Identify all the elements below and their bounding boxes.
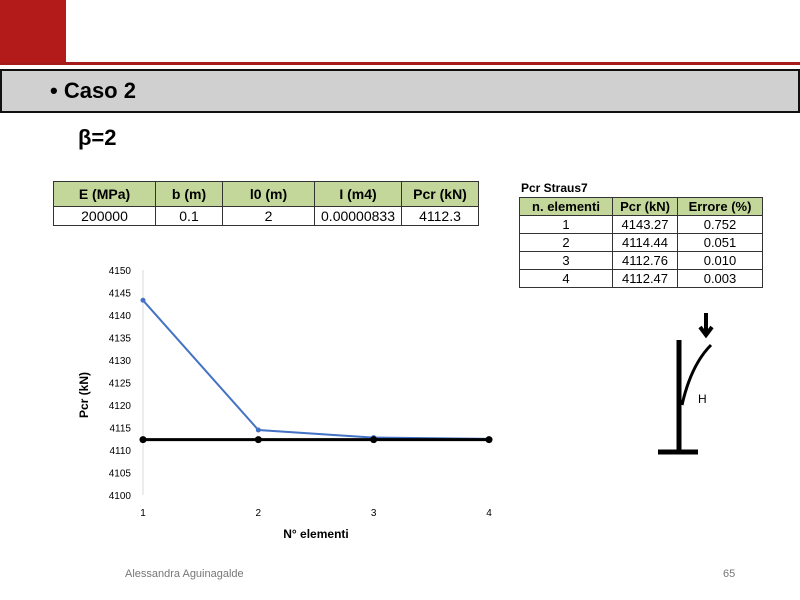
title-text: Caso 2	[63, 78, 136, 103]
col-header: Errore (%)	[677, 197, 763, 216]
data-point	[370, 436, 378, 444]
x-axis-label: N° elementi	[283, 527, 348, 541]
table-row: 3 4112.76 0.010	[519, 251, 763, 270]
line-chart: Pcr (kN) N° elementi 4100410541104115412…	[77, 266, 493, 541]
y-tick-label: 4105	[109, 469, 132, 480]
y-tick-label: 4125	[109, 379, 132, 390]
table-row: 1 4143.27 0.752	[519, 215, 763, 234]
cell: 4143.27	[612, 215, 678, 234]
y-tick-label: 4135	[109, 334, 132, 345]
col-header: l0 (m)	[222, 181, 315, 207]
title-bar: • Caso 2	[0, 69, 800, 113]
header-divider	[0, 62, 800, 65]
col-header: I (m4)	[314, 181, 402, 207]
y-tick-label: 4120	[109, 401, 132, 412]
label-h: H	[698, 392, 707, 406]
subtitle: β=2	[78, 125, 117, 150]
load-arrow-icon	[698, 313, 714, 339]
col-header: n. elementi	[519, 197, 613, 216]
cell: 0.752	[677, 215, 763, 234]
y-tick-label: 4140	[109, 311, 132, 322]
cell: 4	[519, 269, 613, 288]
y-tick-label: 4145	[109, 289, 132, 300]
cell: 200000	[53, 206, 156, 226]
data-point	[255, 427, 261, 433]
column-diagram: H	[658, 313, 714, 455]
y-tick-label: 4130	[109, 356, 132, 367]
footer-author: Alessandra Aguinagalde	[125, 568, 244, 580]
y-tick-label: 4115	[109, 424, 131, 435]
data-point	[485, 436, 493, 444]
buckled-shape	[680, 343, 713, 406]
col-header: Pcr (kN)	[401, 181, 479, 207]
straus-caption: Pcr Straus7	[521, 181, 588, 195]
table-row: 4 4112.47 0.003	[519, 269, 763, 288]
params-table: E (MPa) b (m) l0 (m) I (m4) Pcr (kN) 200…	[53, 181, 479, 226]
cell: 2	[222, 206, 315, 226]
table-row: 2 4114.44 0.051	[519, 233, 763, 252]
cell: 4114.44	[612, 233, 678, 252]
data-point	[140, 297, 146, 303]
page-number: 65	[723, 568, 736, 580]
seal-logo	[0, 0, 66, 64]
x-tick-label: 2	[256, 508, 262, 519]
col-header: E (MPa)	[53, 181, 156, 207]
cell: 4112.47	[612, 269, 678, 288]
y-tick-label: 4150	[109, 266, 132, 277]
straus-table: n. elementi Pcr (kN) Errore (%) 1 4143.27…	[519, 197, 763, 288]
cell: 4112.3	[401, 206, 479, 226]
data-point	[139, 436, 147, 444]
cell: 0.1	[155, 206, 223, 226]
cell: 0.051	[677, 233, 763, 252]
series-line-0	[142, 299, 490, 440]
x-tick-label: 3	[371, 508, 377, 519]
y-tick-label: 4100	[109, 491, 132, 502]
cell: 4112.76	[612, 251, 678, 270]
slide-title: • Caso 2	[50, 78, 136, 103]
cell: 0.010	[677, 251, 763, 270]
col-header: Pcr (kN)	[612, 197, 678, 216]
y-axis-label: Pcr (kN)	[77, 372, 91, 418]
col-header: b (m)	[155, 181, 223, 207]
cell: 0.00000833	[314, 206, 402, 226]
y-tick-label: 4110	[109, 446, 131, 457]
cell: 2	[519, 233, 613, 252]
cell: 0.003	[677, 269, 763, 288]
cell: 3	[519, 251, 613, 270]
x-tick-label: 4	[486, 508, 492, 519]
cell: 1	[519, 215, 613, 234]
data-point	[254, 436, 262, 444]
x-tick-label: 1	[140, 508, 146, 519]
